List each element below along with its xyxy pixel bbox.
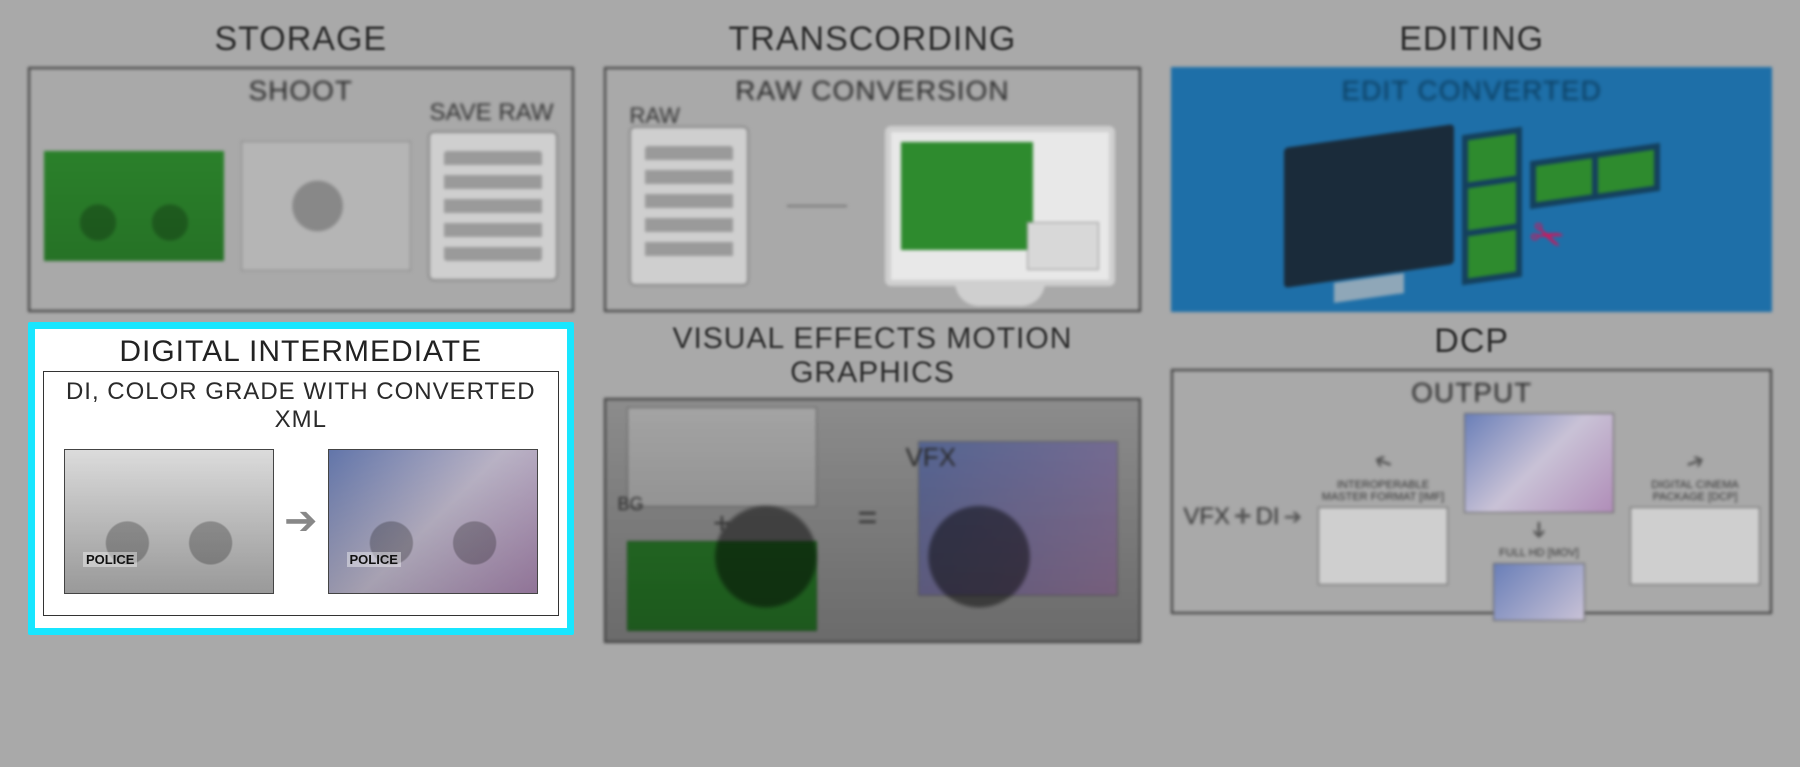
arrow-right-icon-2: ➔ (1284, 504, 1302, 530)
cell-transcoding: TRANSCORDING RAW CONVERSION RAW (604, 20, 1142, 312)
composite-result-thumb (918, 441, 1118, 596)
cell-di: DIGITAL INTERMEDIATE DI, COLOR GRADE WIT… (28, 322, 574, 643)
title-vfx: VISUAL EFFECTS MOTION GRAPHICS (604, 322, 1142, 390)
panel-vfx: BG VFX + = (604, 398, 1142, 643)
panel-raw-conversion: RAW CONVERSION RAW (604, 67, 1142, 312)
vfx-plus-di-label: VFX + DI ➔ (1183, 500, 1302, 534)
di-after-thumb: POLICE (328, 449, 538, 594)
arrow-down-icon: ➔ (1526, 521, 1552, 539)
label-di-short: DI (1256, 503, 1280, 531)
raid-source-icon (629, 126, 749, 286)
plus-icon-2: + (1234, 500, 1252, 534)
imf-thumb (1318, 507, 1448, 585)
arrow-downleft-icon: ➔ (1370, 447, 1396, 478)
cell-vfx: VISUAL EFFECTS MOTION GRAPHICS BG VFX + … (604, 322, 1142, 643)
di-before-thumb: POLICE (64, 449, 274, 594)
filmstrip-horizontal-icon (1530, 142, 1660, 208)
panel-shoot: SHOOT SAVE RAW (28, 67, 574, 312)
panel-di: DI, COLOR GRADE WITH CONVERTED XML POLIC… (43, 371, 559, 616)
imf-output: ➔ INTEROPERABLE MASTER FORMAT [IMF] (1318, 449, 1448, 585)
title-di: DIGITAL INTERMEDIATE (43, 335, 559, 369)
panel-title-edit: EDIT CONVERTED (1342, 75, 1602, 107)
panel-title-raw: RAW CONVERSION (735, 75, 1009, 107)
label-imf: INTEROPERABLE MASTER FORMAT [IMF] (1318, 479, 1448, 503)
nle-monitor-icon (1284, 124, 1454, 288)
panel-dcp: OUTPUT VFX + DI ➔ ➔ INTEROPERABLE MASTER… (1171, 369, 1772, 614)
arrow-right-icon: ➔ (284, 498, 318, 544)
raid-storage-icon (428, 131, 558, 281)
highlight-di: DIGITAL INTERMEDIATE DI, COLOR GRADE WIT… (28, 322, 574, 635)
panel-title-output: OUTPUT (1411, 377, 1532, 409)
master-output-thumb (1464, 413, 1614, 513)
panel-title-shoot: SHOOT (248, 75, 353, 107)
title-transcoding: TRANSCORDING (729, 20, 1017, 59)
imac-monitor-icon (885, 126, 1115, 286)
label-save-raw: SAVE RAW (429, 99, 553, 127)
police-label-before: POLICE (83, 552, 137, 567)
panel-edit-converted: EDIT CONVERTED ✂ (1171, 67, 1772, 312)
cell-dcp: DCP OUTPUT VFX + DI ➔ ➔ INTEROPERABLE MA… (1171, 322, 1772, 643)
scissors-icon: ✂ (1523, 209, 1570, 264)
title-storage: STORAGE (214, 20, 387, 59)
arrow-downright-icon: ➔ (1682, 447, 1708, 478)
cinema-camera-icon (241, 141, 411, 271)
dcp-thumb (1630, 507, 1760, 585)
cell-editing: EDITING EDIT CONVERTED ✂ (1171, 20, 1772, 312)
center-output: ➔ FULL HD [MOV] (1464, 413, 1614, 621)
label-dcp: DIGITAL CINEMA PACKAGE [DCP] (1630, 479, 1760, 503)
label-vfx-short: VFX (1183, 503, 1230, 531)
workflow-grid: STORAGE SHOOT SAVE RAW TRANSCORDING RAW … (0, 0, 1800, 663)
cable-icon (787, 205, 847, 207)
greenscreen-car-thumb (44, 151, 224, 261)
screen-greenscreen (901, 142, 1033, 250)
police-label-after: POLICE (347, 552, 401, 567)
cell-storage: STORAGE SHOOT SAVE RAW (28, 20, 574, 312)
label-mov: FULL HD [MOV] (1499, 547, 1579, 559)
dcp-output: ➔ DIGITAL CINEMA PACKAGE [DCP] (1630, 449, 1760, 585)
screen-converted-thumb (1027, 222, 1099, 270)
title-editing: EDITING (1399, 20, 1544, 59)
title-dcp: DCP (1434, 322, 1509, 361)
panel-title-di: DI, COLOR GRADE WITH CONVERTED XML (54, 378, 548, 433)
filmstrip-vertical-icon (1462, 126, 1522, 284)
mov-thumb (1493, 563, 1585, 621)
